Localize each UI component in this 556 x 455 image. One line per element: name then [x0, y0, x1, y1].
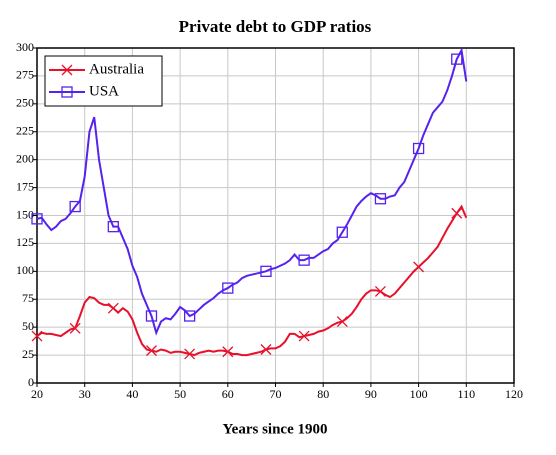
marker — [31, 213, 43, 225]
y-tick-label: 175 — [16, 179, 34, 193]
x-tick-label: 80 — [317, 387, 329, 401]
y-tick-label: 150 — [16, 207, 34, 221]
x-tick-label: 60 — [222, 387, 234, 401]
x-tick-label: 20 — [31, 387, 43, 401]
marker — [260, 265, 272, 277]
y-tick-label: 275 — [16, 68, 34, 82]
series-line — [36, 204, 468, 357]
marker — [183, 310, 196, 322]
marker — [298, 330, 310, 342]
x-tick-label: 120 — [505, 387, 523, 401]
marker — [222, 282, 234, 294]
x-tick-label: 100 — [410, 387, 428, 401]
y-tick-label: 25 — [22, 347, 34, 361]
marker — [184, 348, 196, 360]
marker — [69, 200, 81, 213]
marker — [146, 345, 157, 357]
x-tick-label: 50 — [174, 387, 186, 401]
plot-frame — [36, 47, 515, 384]
x-axis-label: Years since 1900 — [223, 421, 328, 437]
y-tick-label: 50 — [22, 319, 34, 333]
y-tick-label: 0 — [28, 375, 34, 389]
x-tick-label: 90 — [365, 387, 377, 401]
marker — [145, 310, 158, 322]
marker — [412, 142, 425, 155]
y-tick-label: 225 — [16, 124, 34, 138]
x-tick-label: 110 — [458, 387, 476, 401]
marker — [61, 86, 73, 98]
marker — [451, 53, 463, 65]
marker — [107, 221, 119, 233]
marker — [298, 254, 310, 266]
series-line — [36, 47, 468, 336]
y-tick-label: 100 — [16, 263, 34, 277]
marker — [31, 330, 43, 342]
marker — [222, 346, 234, 358]
y-tick-label: 250 — [16, 96, 34, 110]
x-tick-label: 70 — [270, 387, 282, 401]
y-tick-label: 125 — [16, 235, 34, 249]
legend-label: Australia — [89, 61, 144, 77]
x-tick-label: 40 — [126, 387, 138, 401]
marker — [413, 261, 425, 273]
marker — [374, 285, 386, 297]
marker — [336, 316, 348, 328]
marker — [61, 64, 73, 76]
chart-title: Private debt to GDP ratios — [179, 17, 372, 36]
marker — [374, 193, 387, 205]
legend-label: USA — [89, 83, 119, 99]
legend-box — [44, 55, 163, 107]
y-tick-label: 300 — [16, 40, 34, 54]
x-tick-label: 30 — [79, 387, 91, 401]
y-tick-label: 200 — [16, 151, 34, 165]
marker — [260, 344, 272, 355]
marker — [336, 226, 348, 238]
marker — [107, 302, 119, 314]
y-tick-label: 75 — [22, 291, 34, 305]
marker — [69, 322, 81, 334]
marker — [451, 207, 463, 219]
